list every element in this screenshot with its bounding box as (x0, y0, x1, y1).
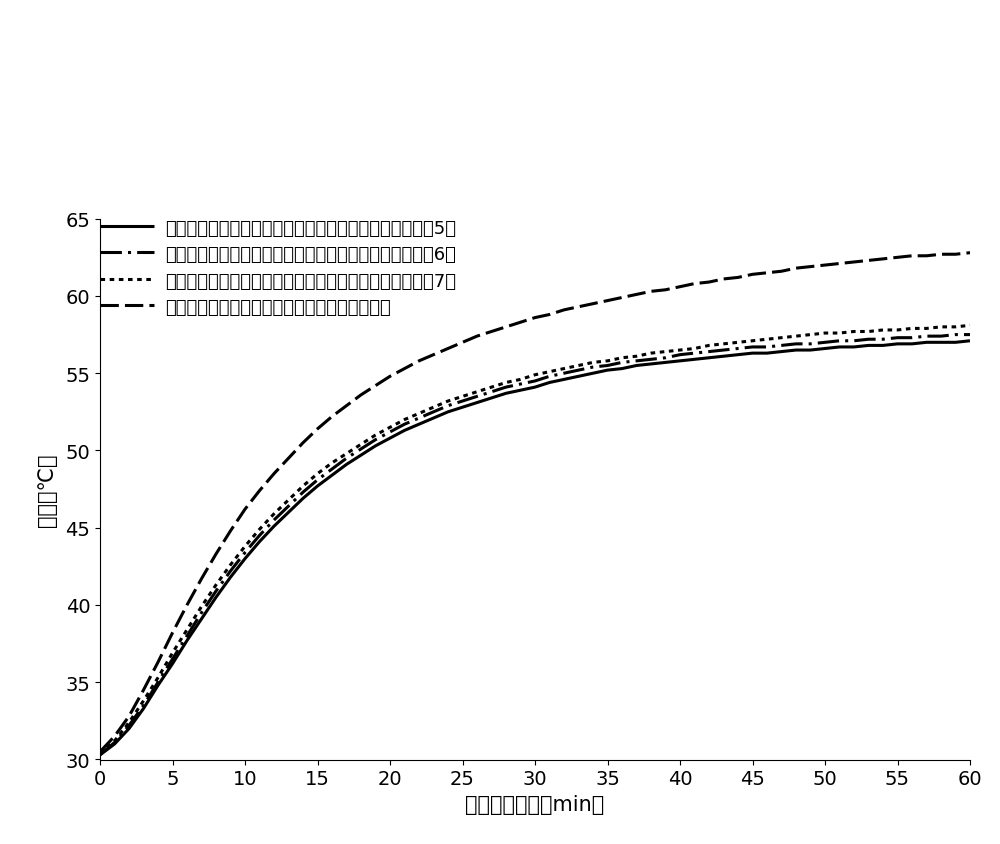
涂刷降低城市热岛效应型防水层的沥青路面试件（实施例5） (964, 336, 976, 346)
涂刷降低城市热岛效应型防水层的沥青路面试件（实施例7） (964, 321, 976, 331)
涂刷降低城市热岛效应型防水层的沥青路面试件（实施例6） (297, 488, 309, 498)
涂刷降低城市热岛效应型防水层的沥青路面试件（实施例7） (94, 749, 106, 759)
涂刷降低城市热岛效应型防水层的沥青路面试件（实施例5） (558, 375, 570, 385)
涂刷降低城市热岛效应型防水层的沥青路面试件（实施例6） (398, 419, 411, 430)
涂刷降低城市热岛效应型防水层的沥青路面试件（实施例6） (268, 516, 280, 526)
X-axis label: 太阳照射时间（min）: 太阳照射时间（min） (465, 794, 605, 814)
涂刷降低城市热岛效应型防水层的沥青路面试件（实施例6） (558, 369, 570, 379)
涂刷降低城市热岛效应型防水层的沥青路面试件（实施例5） (297, 494, 309, 504)
涂刷降低城市热岛效应型防水层的沥青路面试件（实施例5） (848, 343, 860, 353)
未涂降低城市热岛效应型防水层的沥青路面试件 (398, 364, 411, 374)
涂刷降低城市热岛效应型防水层的沥青路面试件（实施例6） (616, 358, 628, 368)
涂刷降低城市热岛效应型防水层的沥青路面试件（实施例6） (848, 336, 860, 346)
未涂降低城市热岛效应型防水层的沥青路面试件 (558, 306, 570, 316)
未涂降低城市热岛效应型防水层的沥青路面试件 (616, 293, 628, 303)
Line: 涂刷降低城市热岛效应型防水层的沥青路面试件（实施例6）: 涂刷降低城市热岛效应型防水层的沥青路面试件（实施例6） (100, 335, 970, 755)
Line: 涂刷降低城市热岛效应型防水层的沥青路面试件（实施例5）: 涂刷降低城市热岛效应型防水层的沥青路面试件（实施例5） (100, 341, 970, 755)
Y-axis label: 温度（℃）: 温度（℃） (37, 453, 57, 526)
Legend: 涂刷降低城市热岛效应型防水层的沥青路面试件（实施例5）, 涂刷降低城市热岛效应型防水层的沥青路面试件（实施例6）, 涂刷降低城市热岛效应型防水层的沥青路面试件（: 涂刷降低城市热岛效应型防水层的沥青路面试件（实施例5）, 涂刷降低城市热岛效应型… (100, 219, 456, 316)
涂刷降低城市热岛效应型防水层的沥青路面试件（实施例7） (297, 481, 309, 491)
涂刷降低城市热岛效应型防水层的沥青路面试件（实施例5） (616, 364, 628, 374)
未涂降低城市热岛效应型防水层的沥青路面试件 (848, 257, 860, 268)
涂刷降低城市热岛效应型防水层的沥青路面试件（实施例5） (268, 522, 280, 532)
未涂降低城市热岛效应型防水层的沥青路面试件 (297, 438, 309, 448)
Line: 未涂降低城市热岛效应型防水层的沥青路面试件: 未涂降低城市热岛效应型防水层的沥青路面试件 (100, 253, 970, 752)
涂刷降低城市热岛效应型防水层的沥青路面试件（实施例7） (848, 327, 860, 337)
涂刷降低城市热岛效应型防水层的沥青路面试件（实施例7） (616, 354, 628, 364)
未涂降低城市热岛效应型防水层的沥青路面试件 (964, 248, 976, 258)
涂刷降低城市热岛效应型防水层的沥青路面试件（实施例6） (964, 330, 976, 340)
涂刷降低城市热岛效应型防水层的沥青路面试件（实施例5） (94, 750, 106, 760)
未涂降低城市热岛效应型防水层的沥青路面试件 (94, 747, 106, 757)
涂刷降低城市热岛效应型防水层的沥青路面试件（实施例6） (950, 330, 962, 340)
涂刷降低城市热岛效应型防水层的沥青路面试件（实施例5） (398, 426, 411, 436)
涂刷降低城市热岛效应型防水层的沥青路面试件（实施例6） (94, 750, 106, 760)
涂刷降低城市热岛效应型防水层的沥青路面试件（实施例7） (558, 364, 570, 374)
未涂降低城市热岛效应型防水层的沥青路面试件 (268, 469, 280, 479)
Line: 涂刷降低城市热岛效应型防水层的沥青路面试件（实施例7）: 涂刷降低城市热岛效应型防水层的沥青路面试件（实施例7） (100, 326, 970, 754)
涂刷降低城市热岛效应型防水层的沥青路面试件（实施例7） (398, 415, 411, 425)
涂刷降低城市热岛效应型防水层的沥青路面试件（实施例7） (268, 509, 280, 519)
